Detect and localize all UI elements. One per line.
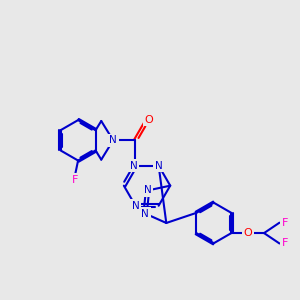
Text: N: N bbox=[132, 201, 139, 211]
Text: N: N bbox=[155, 160, 163, 171]
Text: F: F bbox=[72, 175, 78, 185]
Text: O: O bbox=[243, 228, 252, 238]
Text: O: O bbox=[144, 115, 153, 124]
Text: N: N bbox=[141, 208, 149, 218]
Text: N: N bbox=[109, 135, 117, 145]
Text: F: F bbox=[282, 218, 288, 228]
Text: N: N bbox=[130, 160, 138, 171]
Text: F: F bbox=[282, 238, 288, 248]
Text: N: N bbox=[144, 185, 152, 196]
